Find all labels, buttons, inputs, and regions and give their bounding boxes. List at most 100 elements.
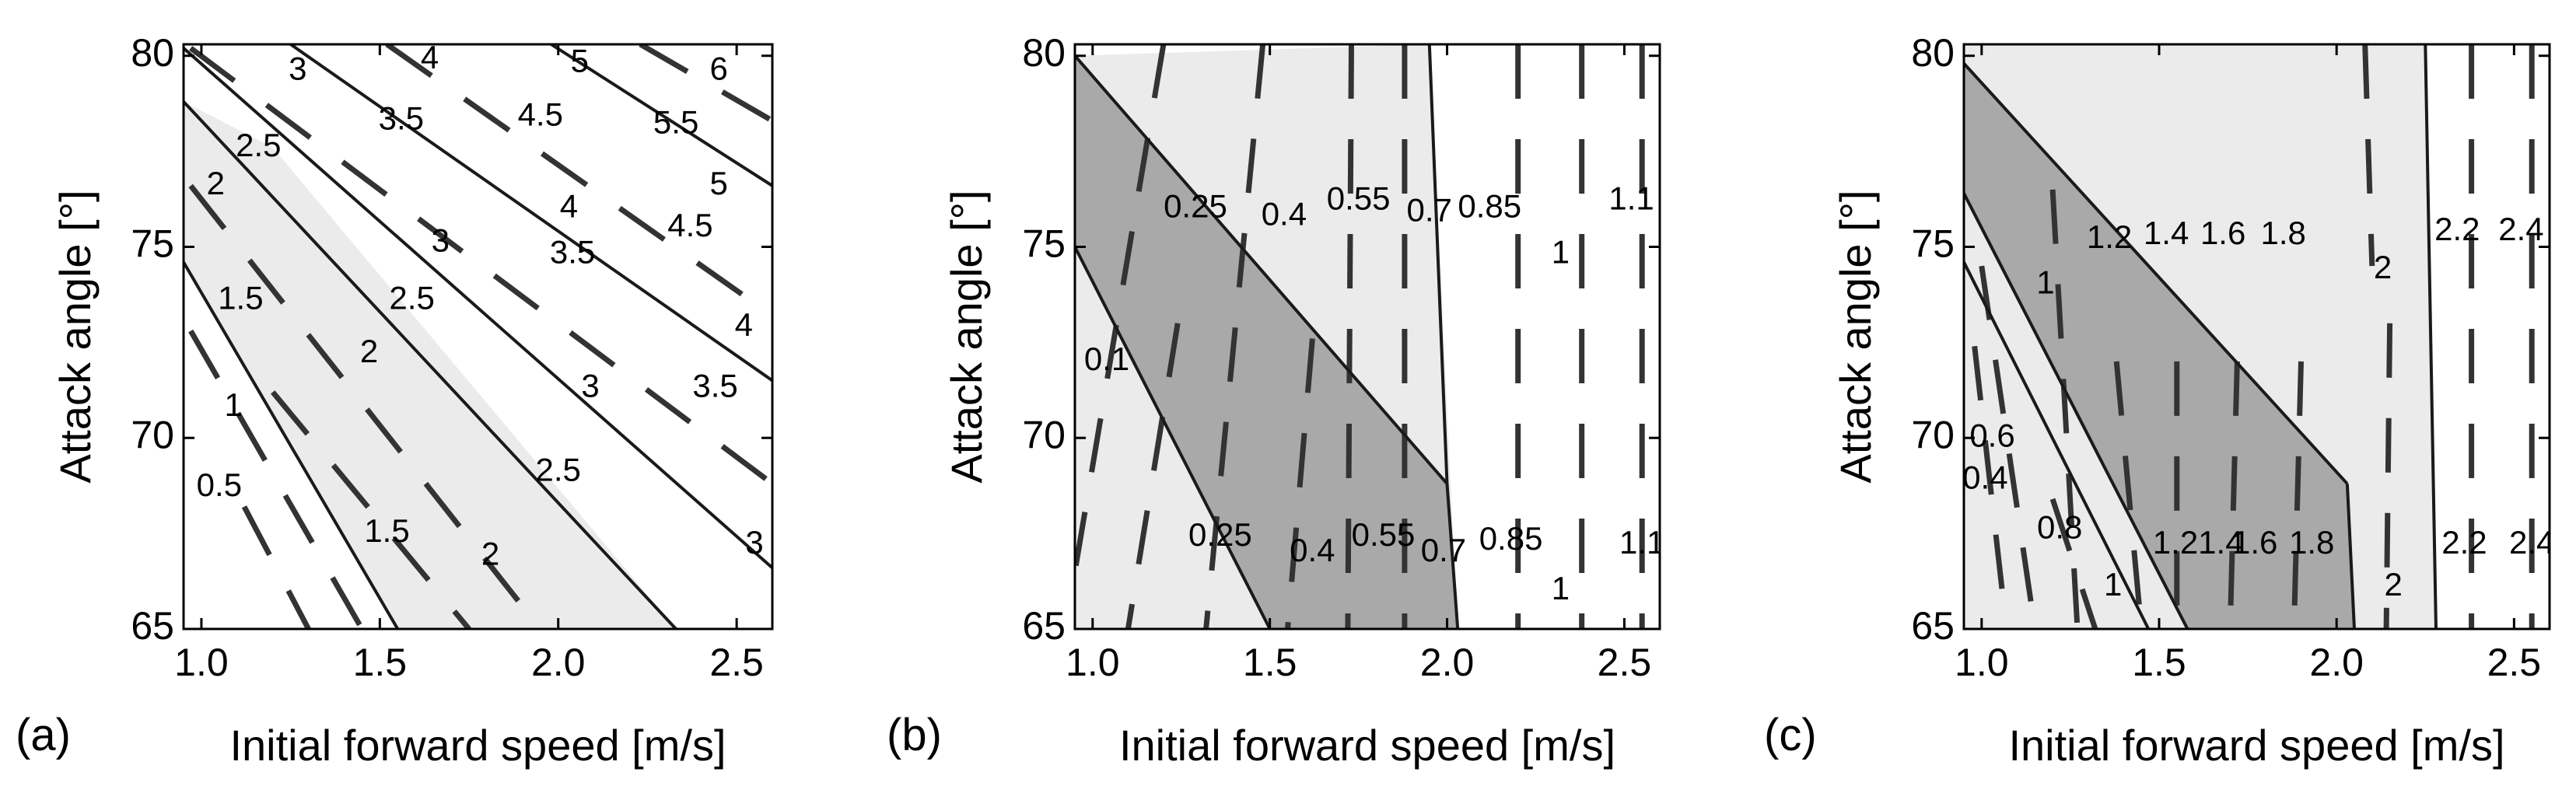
- contour-label: 1.6: [2200, 215, 2245, 251]
- dashed-contour-line: [271, 390, 471, 629]
- contour-label: 5: [571, 43, 589, 79]
- contour-label: 1: [225, 386, 243, 423]
- contour-label: 2.4: [2509, 524, 2554, 561]
- contour-label: 2: [360, 333, 378, 369]
- contour-label: 2: [2385, 566, 2403, 603]
- y-tick-label: 75: [1911, 222, 1955, 266]
- dashed-contour-line: [1285, 338, 1315, 629]
- x-tick-label: 2.5: [709, 641, 764, 684]
- contour-label: 0.85: [1479, 520, 1543, 557]
- contour-label: 0.4: [1262, 195, 1307, 232]
- contour-label: 6: [710, 50, 728, 86]
- y-tick-label: 70: [1022, 413, 1066, 456]
- dashed-contour-line: [2383, 323, 2393, 629]
- contour-label: 0.4: [1962, 459, 2007, 495]
- solid-contour-line: [184, 47, 772, 569]
- contour-label: 1: [2104, 566, 2122, 603]
- dashed-contour-line: [639, 44, 772, 124]
- contour-label: 0.85: [1458, 187, 1521, 224]
- contour-label: 1.8: [2289, 524, 2334, 561]
- x-axis-label: Initial forward speed [m/s]: [1119, 721, 1615, 770]
- contour-label: 2: [207, 165, 225, 201]
- contour-label: 1.1: [1608, 180, 1654, 217]
- dark-region: [1075, 55, 1458, 629]
- contour-label: 2.2: [2441, 524, 2487, 561]
- contour-label: 1.5: [364, 512, 409, 549]
- y-tick-label: 70: [131, 413, 174, 456]
- dark-region: [1964, 63, 2354, 629]
- contour-label: 1: [1552, 233, 1570, 270]
- contour-label: 1: [1552, 570, 1570, 606]
- plot-frame: [1962, 43, 2551, 631]
- plot-area: 3 4 5 6 2.5 3.5 4.5 5.5 2 5 4 4.5 3 3.5 1.5 2.5 4 2 3 3.5 1 0…: [184, 39, 772, 629]
- x-tick-label: 1.0: [174, 641, 229, 684]
- dashed-contour-line: [2113, 361, 2144, 629]
- contour-label: 3: [289, 50, 306, 86]
- contour-label: 1.4: [2144, 215, 2189, 251]
- contour-label: 4.5: [667, 207, 712, 243]
- contour-label: 2.5: [536, 452, 581, 488]
- dashed-contour-line: [1345, 44, 1354, 629]
- solid-contour-line: [1075, 54, 1449, 485]
- contour-label: 2.5: [389, 279, 434, 316]
- y-tick-label: 75: [131, 222, 174, 266]
- contour-label: 3: [432, 222, 450, 259]
- contour-label: 0.4: [1290, 532, 1335, 568]
- contour-label: 4: [421, 39, 439, 75]
- contour-label: 1: [2036, 264, 2054, 301]
- contour-label: 0.55: [1352, 516, 1416, 553]
- contour-label: 2: [481, 536, 499, 572]
- solid-contour-line: [2345, 484, 2356, 629]
- contour-label: 3: [745, 524, 763, 561]
- contour-label: 3.5: [692, 367, 737, 403]
- x-axis-label: Initial forward speed [m/s]: [2008, 721, 2504, 770]
- contour-label: 0.25: [1188, 516, 1252, 553]
- dashed-contour-line: [2049, 498, 2098, 629]
- y-tick-label: 75: [1022, 222, 1066, 266]
- plot-frame: [1073, 43, 1661, 631]
- solid-contour-line: [550, 44, 772, 187]
- contour-label: 1.21.4: [2153, 524, 2244, 561]
- y-tick-label: 65: [131, 604, 174, 648]
- x-tick-label: 1.5: [2132, 641, 2186, 684]
- y-tick-label: 70: [1911, 413, 1955, 456]
- x-axis-label: Initial forward speed [m/s]: [229, 721, 726, 770]
- dashed-contour-line: [2227, 361, 2240, 629]
- y-tick-label: 80: [1022, 31, 1066, 75]
- contour-label: 1.1: [1619, 524, 1664, 561]
- panel-label: (c): [1764, 710, 1817, 760]
- contour-label: 4: [560, 187, 578, 224]
- x-tick-label: 2.5: [1598, 641, 1652, 684]
- contour-label: 0.6: [1969, 417, 2014, 453]
- plot-frame: [182, 43, 774, 631]
- y-tick-label: 80: [1911, 31, 1955, 75]
- solid-contour-line: [184, 261, 400, 629]
- dashed-contour-line: [2049, 189, 2081, 629]
- panel-a: 3 4 5 6 2.5 3.5 4.5 5.5 2 5 4 4.5 3 3.5 1.5 2.5 4 2 3 3.5 1 0…: [16, 31, 774, 770]
- contour-label: 0.25: [1164, 187, 1227, 224]
- contour-label: 2: [2374, 249, 2392, 285]
- contour-label: 0.8: [2037, 508, 2082, 545]
- x-tick-label: 2.0: [531, 641, 586, 684]
- contour-label: 0.55: [1327, 180, 1391, 217]
- contour-label: 1.6: [2232, 524, 2277, 561]
- solid-contour-line: [2424, 44, 2438, 629]
- x-tick-label: 1.5: [353, 641, 408, 684]
- dashed-contour-line: [189, 46, 772, 487]
- y-axis-label: Attack angle [°]: [1831, 190, 1880, 483]
- contour-label: 2.2: [2434, 211, 2480, 247]
- contour-label: 4.5: [518, 96, 563, 132]
- x-tick-label: 1.5: [1243, 641, 1297, 684]
- contour-label: 1.2: [2087, 218, 2132, 255]
- dashed-contour-line: [188, 329, 365, 629]
- plot-area: 0.25 0.4 0.55 0.7 0.85 1.110.10.25 0.4 0.55 0.7 0…: [1075, 44, 1664, 629]
- contour-label: 0.7: [1421, 532, 1466, 568]
- contour-label: 3.5: [550, 233, 595, 270]
- contour-label: 0.5: [197, 466, 242, 503]
- solid-contour-line: [184, 100, 677, 629]
- x-tick-label: 2.0: [2309, 641, 2364, 684]
- contour-label: 5.5: [653, 103, 698, 140]
